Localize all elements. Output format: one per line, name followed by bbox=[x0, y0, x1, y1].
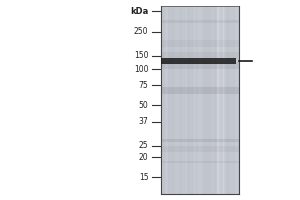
Text: 75: 75 bbox=[139, 81, 148, 90]
FancyBboxPatch shape bbox=[176, 6, 178, 194]
FancyBboxPatch shape bbox=[224, 6, 226, 194]
FancyBboxPatch shape bbox=[160, 139, 238, 142]
Text: 50: 50 bbox=[139, 100, 148, 110]
FancyBboxPatch shape bbox=[236, 6, 239, 194]
FancyBboxPatch shape bbox=[200, 6, 202, 194]
FancyBboxPatch shape bbox=[165, 6, 167, 194]
FancyBboxPatch shape bbox=[175, 6, 176, 194]
Text: 150: 150 bbox=[134, 51, 148, 60]
FancyBboxPatch shape bbox=[197, 6, 198, 194]
FancyBboxPatch shape bbox=[160, 62, 238, 69]
FancyBboxPatch shape bbox=[221, 6, 224, 194]
FancyBboxPatch shape bbox=[161, 6, 163, 194]
FancyBboxPatch shape bbox=[217, 6, 220, 194]
Text: kDa: kDa bbox=[130, 6, 148, 16]
FancyBboxPatch shape bbox=[223, 6, 225, 194]
Text: 250: 250 bbox=[134, 27, 148, 36]
FancyBboxPatch shape bbox=[182, 6, 184, 194]
Text: 25: 25 bbox=[139, 142, 148, 150]
FancyBboxPatch shape bbox=[184, 6, 186, 194]
FancyBboxPatch shape bbox=[217, 6, 220, 194]
FancyBboxPatch shape bbox=[160, 20, 238, 23]
FancyBboxPatch shape bbox=[160, 87, 238, 94]
Text: 20: 20 bbox=[139, 152, 148, 162]
FancyBboxPatch shape bbox=[161, 58, 236, 64]
FancyBboxPatch shape bbox=[223, 6, 224, 194]
FancyBboxPatch shape bbox=[178, 6, 179, 194]
FancyBboxPatch shape bbox=[184, 6, 188, 194]
Text: 37: 37 bbox=[139, 117, 148, 127]
Text: 15: 15 bbox=[139, 172, 148, 182]
FancyBboxPatch shape bbox=[160, 6, 238, 194]
FancyBboxPatch shape bbox=[235, 6, 236, 194]
FancyBboxPatch shape bbox=[219, 6, 221, 194]
FancyBboxPatch shape bbox=[225, 6, 226, 194]
Text: 100: 100 bbox=[134, 64, 148, 73]
FancyBboxPatch shape bbox=[167, 6, 168, 194]
FancyBboxPatch shape bbox=[217, 6, 219, 194]
FancyBboxPatch shape bbox=[216, 6, 218, 194]
FancyBboxPatch shape bbox=[223, 6, 224, 194]
FancyBboxPatch shape bbox=[194, 6, 196, 194]
FancyBboxPatch shape bbox=[193, 6, 196, 194]
